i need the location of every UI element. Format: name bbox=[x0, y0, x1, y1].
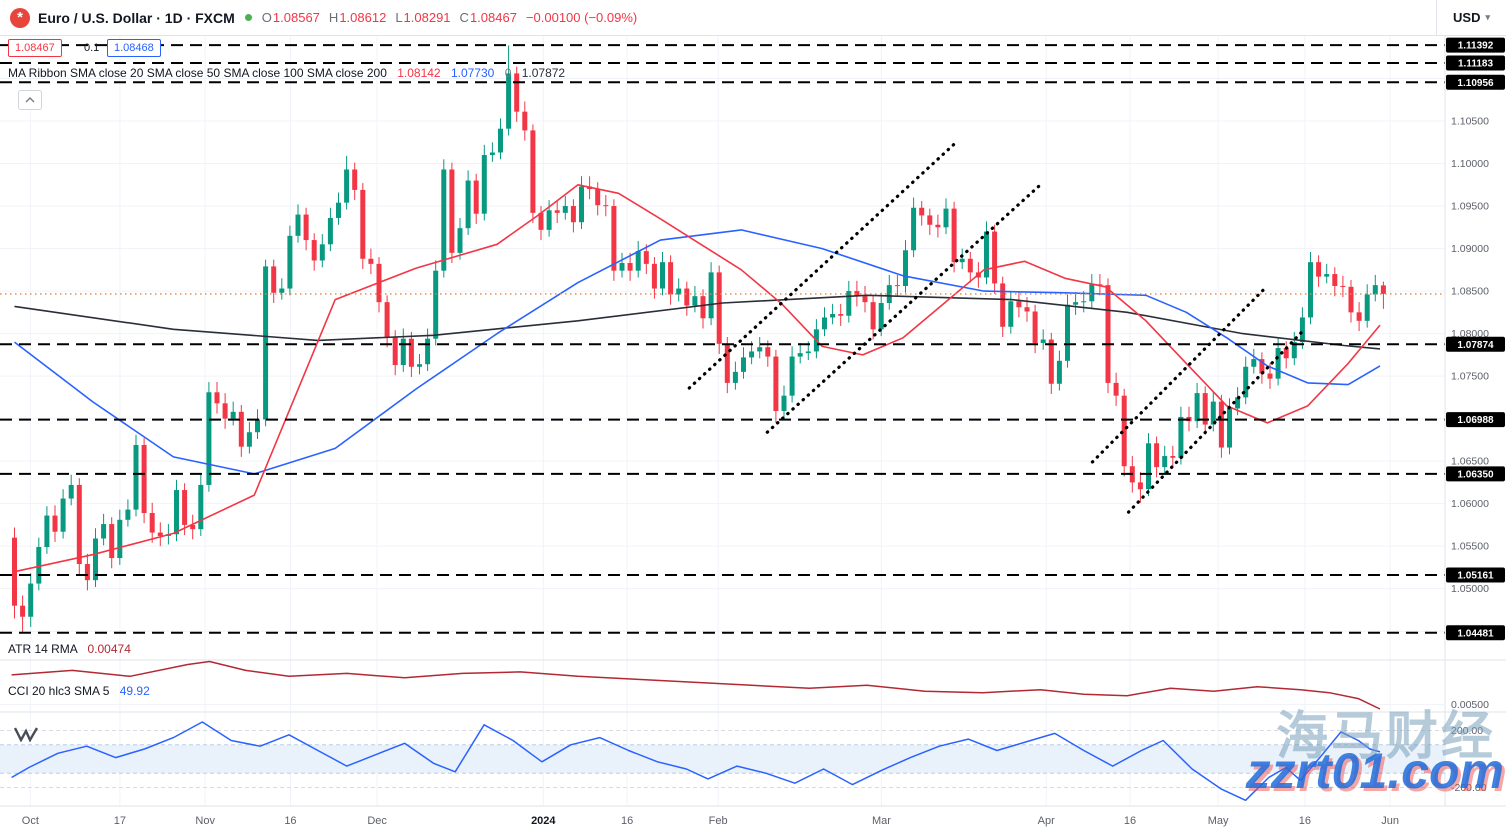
currency-dropdown[interactable]: USD ▾ bbox=[1436, 0, 1506, 36]
svg-text:1.11183: 1.11183 bbox=[1458, 58, 1493, 69]
cci-legend[interactable]: CCI 20 hlc3 SMA 5 49.92 bbox=[8, 684, 150, 698]
sma200-value: 1.07872 bbox=[521, 66, 566, 80]
svg-text:Feb: Feb bbox=[709, 815, 728, 827]
zigzag-logo-icon bbox=[13, 727, 39, 743]
low-label: L bbox=[395, 10, 403, 25]
svg-text:1.09000: 1.09000 bbox=[1451, 243, 1489, 255]
svg-text:1.06000: 1.06000 bbox=[1451, 498, 1489, 510]
svg-text:16: 16 bbox=[284, 815, 296, 827]
sma100-value: 0 bbox=[504, 66, 512, 80]
svg-text:May: May bbox=[1208, 815, 1229, 827]
svg-text:17: 17 bbox=[114, 815, 126, 827]
svg-text:Dec: Dec bbox=[367, 815, 387, 827]
svg-text:Oct: Oct bbox=[22, 815, 39, 827]
svg-text:Apr: Apr bbox=[1038, 815, 1055, 827]
svg-text:2024: 2024 bbox=[531, 815, 556, 827]
cci-title: CCI 20 hlc3 SMA 5 bbox=[8, 684, 110, 698]
svg-text:200.00: 200.00 bbox=[1451, 725, 1483, 737]
svg-text:1.07874: 1.07874 bbox=[1457, 340, 1494, 351]
chart-canvas[interactable]: 1.110001.105001.100001.095001.090001.085… bbox=[0, 36, 1506, 834]
ohlc-readout: O1.08567 H1.08612 L1.08291 C1.08467 bbox=[262, 10, 517, 25]
high-value: 1.08612 bbox=[339, 10, 387, 25]
svg-text:16: 16 bbox=[1124, 815, 1136, 827]
svg-text:1.05500: 1.05500 bbox=[1451, 541, 1489, 553]
svg-text:1.09500: 1.09500 bbox=[1451, 201, 1489, 213]
ma-ribbon-legend[interactable]: MA Ribbon SMA close 20 SMA close 50 SMA … bbox=[8, 66, 565, 80]
svg-text:1.10956: 1.10956 bbox=[1457, 78, 1494, 89]
svg-text:0.00500: 0.00500 bbox=[1451, 699, 1489, 711]
svg-text:Mar: Mar bbox=[872, 815, 891, 827]
svg-text:1.05000: 1.05000 bbox=[1451, 583, 1489, 595]
svg-text:1.10000: 1.10000 bbox=[1451, 158, 1489, 170]
cci-value: 49.92 bbox=[119, 684, 150, 698]
market-status-dot-icon bbox=[244, 14, 252, 21]
chevron-down-icon: ▾ bbox=[1485, 12, 1490, 22]
svg-text:16: 16 bbox=[1299, 815, 1311, 827]
svg-text:1.06500: 1.06500 bbox=[1451, 456, 1489, 468]
svg-text:16: 16 bbox=[621, 815, 633, 827]
symbol-logo-icon: * bbox=[10, 7, 30, 28]
sma50-value: 1.07730 bbox=[450, 66, 495, 80]
atr-title: ATR 14 RMA bbox=[8, 642, 78, 656]
svg-text:1.07500: 1.07500 bbox=[1451, 371, 1489, 383]
svg-text:1.11392: 1.11392 bbox=[1458, 41, 1494, 52]
currency-label: USD bbox=[1453, 10, 1481, 25]
sma20-value: 1.08142 bbox=[397, 66, 441, 80]
svg-text:Nov: Nov bbox=[195, 815, 215, 827]
svg-text:1.04481: 1.04481 bbox=[1457, 628, 1494, 639]
svg-text:Jun: Jun bbox=[1381, 815, 1399, 827]
price-gap-label: 0.1 bbox=[84, 42, 100, 54]
open-label: O bbox=[261, 10, 272, 25]
close-label: C bbox=[459, 10, 469, 25]
atr-value: 0.00474 bbox=[87, 642, 131, 656]
svg-text:1.05161: 1.05161 bbox=[1457, 570, 1494, 581]
atr-legend[interactable]: ATR 14 RMA 0.00474 bbox=[8, 642, 131, 656]
close-value: 1.08467 bbox=[469, 10, 517, 25]
ma-ribbon-title: MA Ribbon SMA close 20 SMA close 50 SMA … bbox=[8, 66, 387, 80]
svg-text:-200.00: -200.00 bbox=[1451, 782, 1487, 794]
svg-text:1.08500: 1.08500 bbox=[1451, 286, 1489, 298]
platform-logo-watermark[interactable] bbox=[13, 726, 39, 747]
price-line-label-blue[interactable]: 1.08468 bbox=[107, 39, 161, 57]
collapse-legend-button[interactable] bbox=[18, 90, 42, 110]
high-label: H bbox=[328, 10, 339, 25]
open-value: 1.08567 bbox=[272, 10, 320, 25]
chevron-up-icon bbox=[25, 97, 35, 103]
symbol-title[interactable]: Euro / U.S. Dollar · 1D · FXCM bbox=[38, 9, 235, 26]
top-toolbar: * Euro / U.S. Dollar · 1D · FXCM O1.0856… bbox=[0, 0, 1506, 36]
svg-text:1.06350: 1.06350 bbox=[1457, 469, 1494, 480]
change-value: −0.00100 (−0.09%) bbox=[525, 10, 638, 25]
svg-text:1.10500: 1.10500 bbox=[1451, 116, 1489, 128]
price-line-label-red[interactable]: 1.08467 bbox=[8, 39, 62, 57]
low-value: 1.08291 bbox=[403, 10, 451, 25]
svg-text:1.06988: 1.06988 bbox=[1457, 415, 1494, 426]
chart-area[interactable]: 1.110001.105001.100001.095001.090001.085… bbox=[0, 36, 1506, 834]
